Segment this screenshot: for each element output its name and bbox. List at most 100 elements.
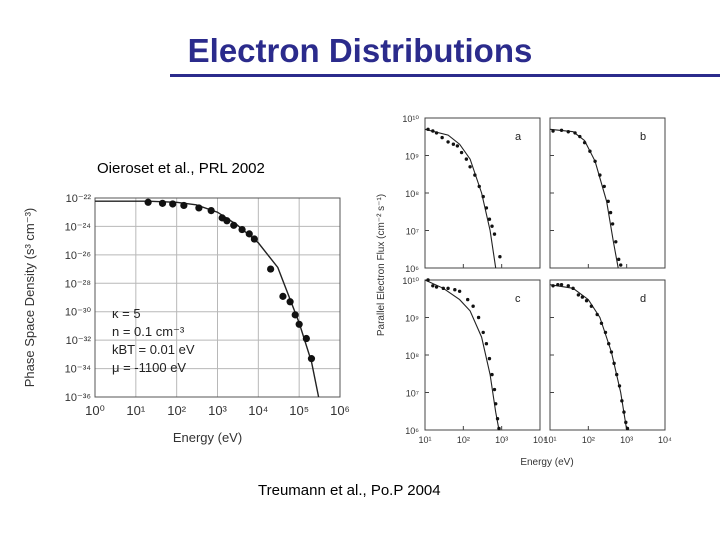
panel-label-a: a	[515, 131, 522, 143]
panel-data-point	[426, 278, 430, 282]
y-axis-label: Phase Space Density (s³ cm⁻³)	[22, 208, 37, 388]
x-axis-label: Energy (eV)	[173, 430, 242, 445]
panel-data-point	[494, 402, 498, 406]
panel-fit-line-c	[424, 279, 500, 431]
x-tick-label: 10¹	[126, 403, 145, 418]
data-point	[238, 225, 246, 234]
y-axis-label: Parallel Electron Flux (cm⁻² s⁻¹)	[376, 194, 387, 336]
panel-data-point	[473, 173, 477, 177]
panel-data-point	[559, 128, 564, 132]
panel-data-point	[603, 330, 608, 335]
parameter-annotation: κ = 5	[112, 306, 141, 321]
panel-x-tick-label: 10¹	[543, 435, 556, 445]
panel-y-tick-label: 10⁸	[405, 351, 419, 361]
panel-data-point	[492, 387, 497, 392]
panel-data-point	[617, 257, 621, 262]
panel-data-point	[595, 312, 599, 317]
data-point	[250, 235, 258, 243]
x-tick-label: 10²	[167, 403, 186, 418]
panel-label-c: c	[515, 293, 521, 305]
panel-data-point	[451, 142, 456, 146]
y-tick-label: 10⁻²²	[66, 193, 92, 205]
data-point	[279, 292, 287, 300]
data-point	[223, 217, 231, 225]
panel-data-point	[566, 130, 570, 134]
panel-data-point	[551, 129, 555, 133]
panel-data-point	[492, 232, 497, 236]
panel-data-point	[620, 399, 624, 403]
panel-data-point	[464, 157, 469, 161]
panel-y-tick-label: 10⁷	[406, 227, 419, 237]
data-point	[302, 334, 310, 343]
panel-label-b: b	[640, 131, 646, 143]
panel-data-point	[556, 282, 560, 287]
panel-data-point	[576, 293, 581, 297]
panel-data-point	[434, 285, 439, 289]
panel-frame-a	[424, 117, 541, 269]
panel-data-point	[612, 361, 616, 366]
panel-data-point	[588, 149, 592, 153]
panel-data-point	[487, 356, 492, 361]
y-tick-label: 10⁻³⁴	[65, 364, 92, 376]
y-tick-label: 10⁻²⁶	[65, 250, 91, 262]
data-point	[307, 355, 316, 363]
panel-data-point	[617, 384, 622, 388]
data-point	[144, 198, 152, 206]
y-tick-label: 10⁻²⁴	[65, 221, 92, 233]
panel-data-point	[622, 410, 626, 414]
panel-data-point	[476, 315, 481, 320]
panel-x-tick-label: 10¹	[418, 435, 431, 445]
panel-data-point	[441, 286, 445, 291]
panel-data-point	[495, 417, 500, 421]
y-tick-label: 10⁻²⁸	[65, 278, 91, 290]
data-point	[180, 201, 188, 210]
panel-y-tick-label: 10¹⁰	[402, 114, 419, 124]
panel-frame-d	[549, 279, 666, 431]
data-point	[291, 311, 299, 319]
data-point	[158, 199, 167, 207]
data-point	[245, 230, 253, 238]
data-point	[195, 204, 203, 212]
panel-data-point	[468, 165, 472, 169]
panel-x-tick-label: 10⁴	[658, 435, 672, 445]
panel-data-point	[608, 210, 613, 215]
panel-data-point	[446, 140, 450, 144]
panel-data-point	[593, 159, 597, 164]
panel-x-tick-label: 10⁴	[533, 435, 547, 445]
panel-data-point	[573, 131, 577, 135]
panel-data-point	[446, 286, 450, 291]
panel-frame-c	[424, 279, 541, 431]
panel-fit-line-b	[549, 128, 619, 269]
slide-title: Electron Distributions	[187, 32, 533, 69]
panel-data-point	[614, 240, 618, 244]
panel-data-point	[619, 263, 623, 267]
data-point	[267, 265, 275, 273]
plot-frame	[94, 197, 341, 398]
panel-x-tick-label: 10²	[582, 435, 595, 445]
panel-y-tick-label: 10⁹	[405, 152, 419, 162]
panel-data-point	[589, 304, 594, 308]
panel-y-tick-label: 10⁷	[406, 389, 419, 399]
panel-data-point	[580, 295, 585, 299]
panel-data-point	[607, 342, 611, 346]
y-tick-label: 10⁻³⁰	[65, 307, 92, 319]
panel-data-point	[609, 350, 614, 354]
panel-data-point	[624, 420, 628, 425]
data-point	[207, 206, 215, 215]
data-point	[286, 298, 294, 306]
x-tick-label: 10³	[208, 403, 227, 418]
panel-y-tick-label: 10⁶	[405, 264, 419, 274]
panel-data-point	[490, 372, 494, 377]
panel-data-point	[559, 282, 564, 287]
panel-frame-b	[549, 117, 666, 269]
panel-data-point	[602, 184, 606, 189]
panel-data-point	[459, 150, 464, 155]
data-point	[230, 221, 238, 229]
x-tick-label: 10⁴	[248, 403, 268, 418]
panel-data-point	[431, 129, 435, 133]
panel-data-point	[615, 372, 619, 377]
panel-y-tick-label: 10¹⁰	[402, 276, 419, 286]
panel-data-point	[477, 184, 481, 189]
panel-data-point	[566, 284, 570, 288]
panel-data-point	[578, 134, 582, 139]
